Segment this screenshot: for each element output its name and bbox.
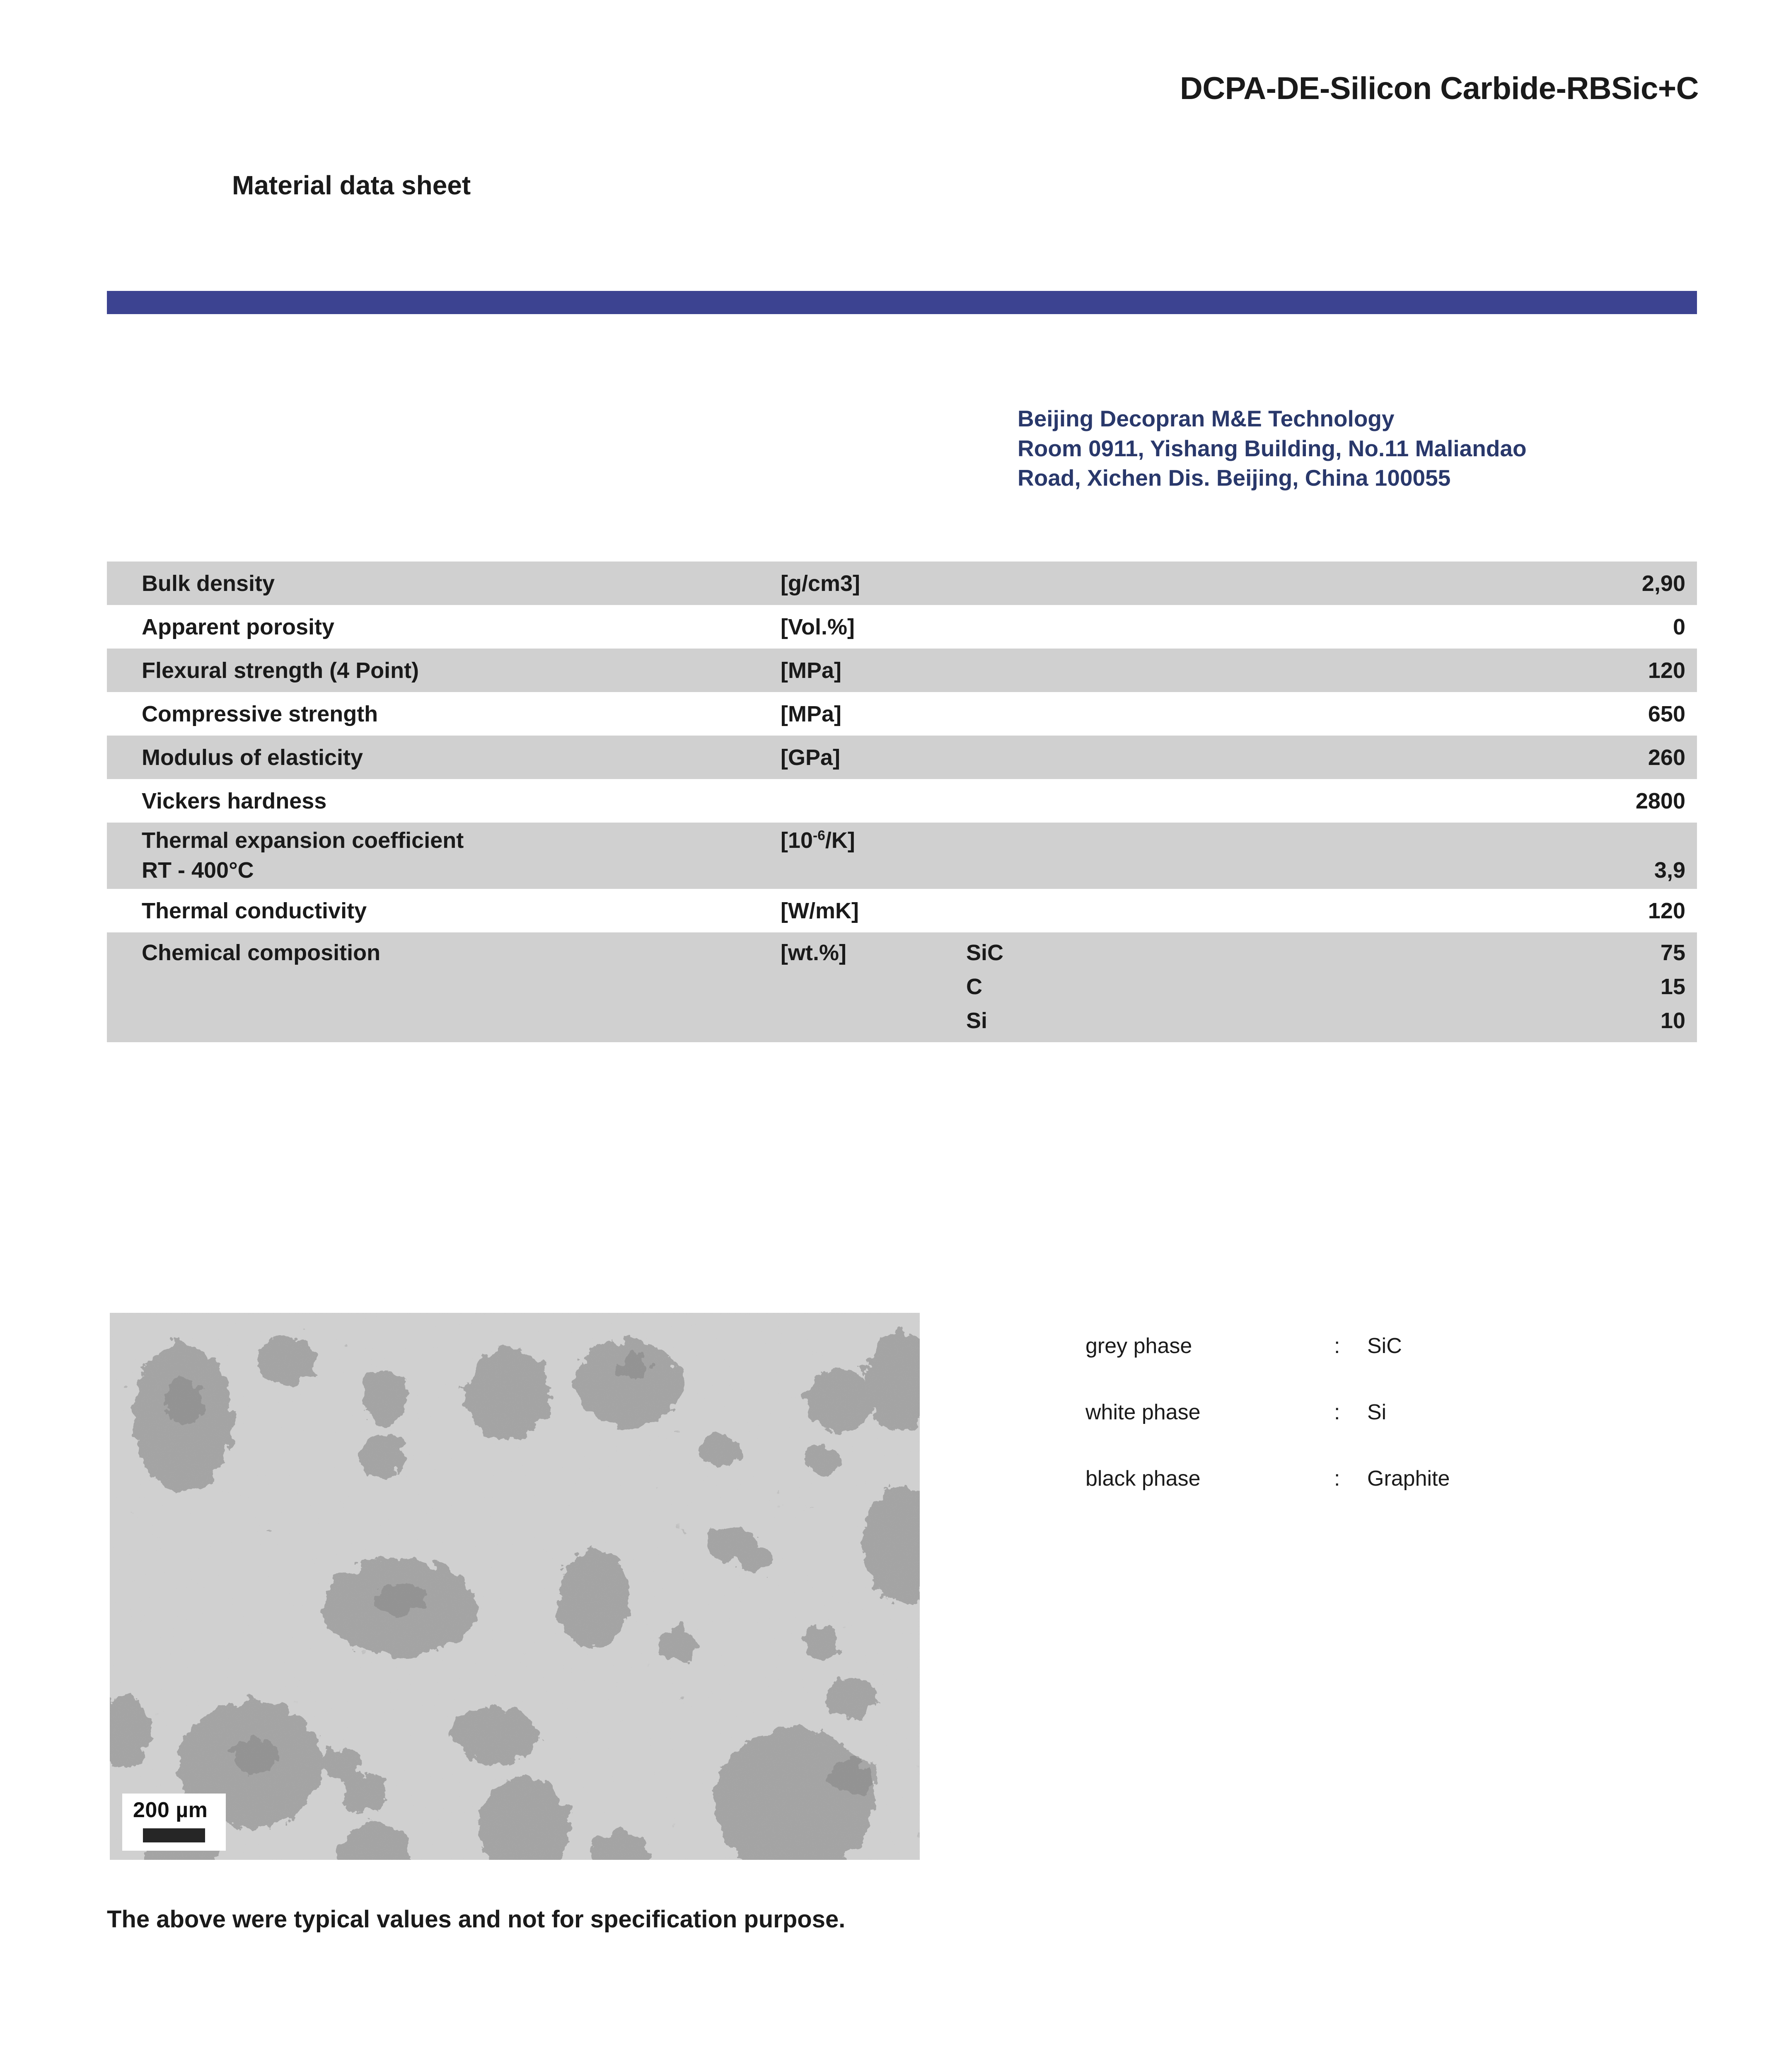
company-address-block: Beijing Decopran M&E Technology Room 091…: [1018, 404, 1722, 493]
legend-row: white phase : Si: [1085, 1400, 1686, 1466]
property-unit: [wt.%]: [781, 940, 846, 965]
phase-separator: :: [1334, 1400, 1340, 1424]
property-label: Vickers hardness: [142, 789, 327, 813]
property-label: Thermal expansion coefficient: [142, 828, 464, 853]
property-label-secondary: RT - 400°C: [142, 858, 254, 883]
composition-value: 10: [1660, 1008, 1685, 1033]
property-unit: [10-6/K]: [781, 828, 855, 853]
table-row: Compressive strength [MPa] 650: [107, 692, 1697, 736]
unit-exponent: -6: [813, 828, 825, 843]
property-value: 3,9: [1654, 858, 1685, 883]
property-label: Chemical composition: [142, 940, 381, 965]
table-row: Vickers hardness 2800: [107, 779, 1697, 823]
scale-bar-line: [143, 1828, 205, 1842]
property-label: Flexural strength (4 Point): [142, 658, 419, 683]
property-label: Modulus of elasticity: [142, 745, 363, 770]
composition-name: SiC: [966, 940, 1004, 965]
company-address-line-1: Room 0911, Yishang Building, No.11 Malia…: [1018, 435, 1527, 461]
composition-value: 15: [1660, 974, 1685, 999]
composition-name: Si: [966, 1008, 988, 1033]
property-label: Bulk density: [142, 571, 275, 596]
company-address-line-2: Road, Xichen Dis. Beijing, China 100055: [1018, 465, 1451, 491]
legend-row: grey phase : SiC: [1085, 1334, 1686, 1400]
property-unit: [MPa]: [781, 658, 841, 683]
property-unit: [Vol.%]: [781, 615, 855, 639]
phase-name: black phase: [1085, 1467, 1201, 1491]
phase-legend: grey phase : SiC white phase : Si black …: [1085, 1334, 1686, 1532]
property-value: 260: [1648, 745, 1685, 770]
scale-bar: 200 µm: [122, 1794, 226, 1851]
header-divider-rule: [107, 291, 1697, 314]
property-label: Thermal conductivity: [142, 898, 367, 923]
table-row: Flexural strength (4 Point) [MPa] 120: [107, 649, 1697, 692]
property-unit: [GPa]: [781, 745, 841, 770]
phase-name: white phase: [1085, 1400, 1201, 1424]
table-row: Thermal conductivity [W/mK] 120: [107, 889, 1697, 932]
table-row-chemical-composition: Chemical composition [wt.%] SiC 75 C 15 …: [107, 932, 1697, 1042]
property-label: Apparent porosity: [142, 615, 335, 639]
property-unit: [g/cm3]: [781, 571, 861, 596]
scale-bar-label: 200 µm: [133, 1798, 208, 1822]
page-title: DCPA-DE-Silicon Carbide-RBSic+C: [1180, 71, 1699, 106]
table-row: Bulk density [g/cm3] 2,90: [107, 562, 1697, 605]
phase-value: Si: [1367, 1400, 1387, 1424]
property-unit: [MPa]: [781, 702, 841, 726]
phase-name: grey phase: [1085, 1334, 1192, 1358]
phase-value: SiC: [1367, 1334, 1402, 1358]
table-row-thermal-expansion: Thermal expansion coefficient [10-6/K] R…: [107, 823, 1697, 889]
property-value: 2,90: [1641, 571, 1685, 596]
property-value: 2800: [1635, 789, 1685, 813]
property-value: 0: [1673, 615, 1685, 639]
micrograph-svg: [110, 1313, 920, 1860]
table-row: Modulus of elasticity [GPa] 260: [107, 736, 1697, 779]
document-header: DCPA-DE-Silicon Carbide-RBSic+C: [0, 70, 1767, 107]
phase-separator: :: [1334, 1334, 1340, 1358]
disclaimer-text: The above were typical values and not fo…: [107, 1906, 846, 1933]
microstructure-image: 200 µm: [110, 1313, 920, 1860]
document-subtitle: Material data sheet: [232, 170, 471, 200]
company-name: Beijing Decopran M&E Technology: [1018, 406, 1395, 431]
composition-value: 75: [1660, 940, 1685, 965]
property-value: 120: [1648, 658, 1685, 683]
property-label: Compressive strength: [142, 702, 378, 726]
material-properties-table: Bulk density [g/cm3] 2,90 Apparent poros…: [107, 562, 1697, 1042]
table-row: Apparent porosity [Vol.%] 0: [107, 605, 1697, 649]
property-value: 120: [1648, 898, 1685, 923]
phase-separator: :: [1334, 1467, 1340, 1491]
composition-name: C: [966, 974, 982, 999]
property-unit: [W/mK]: [781, 898, 859, 923]
phase-value: Graphite: [1367, 1467, 1450, 1491]
legend-row: black phase : Graphite: [1085, 1466, 1686, 1532]
property-value: 650: [1648, 702, 1685, 726]
